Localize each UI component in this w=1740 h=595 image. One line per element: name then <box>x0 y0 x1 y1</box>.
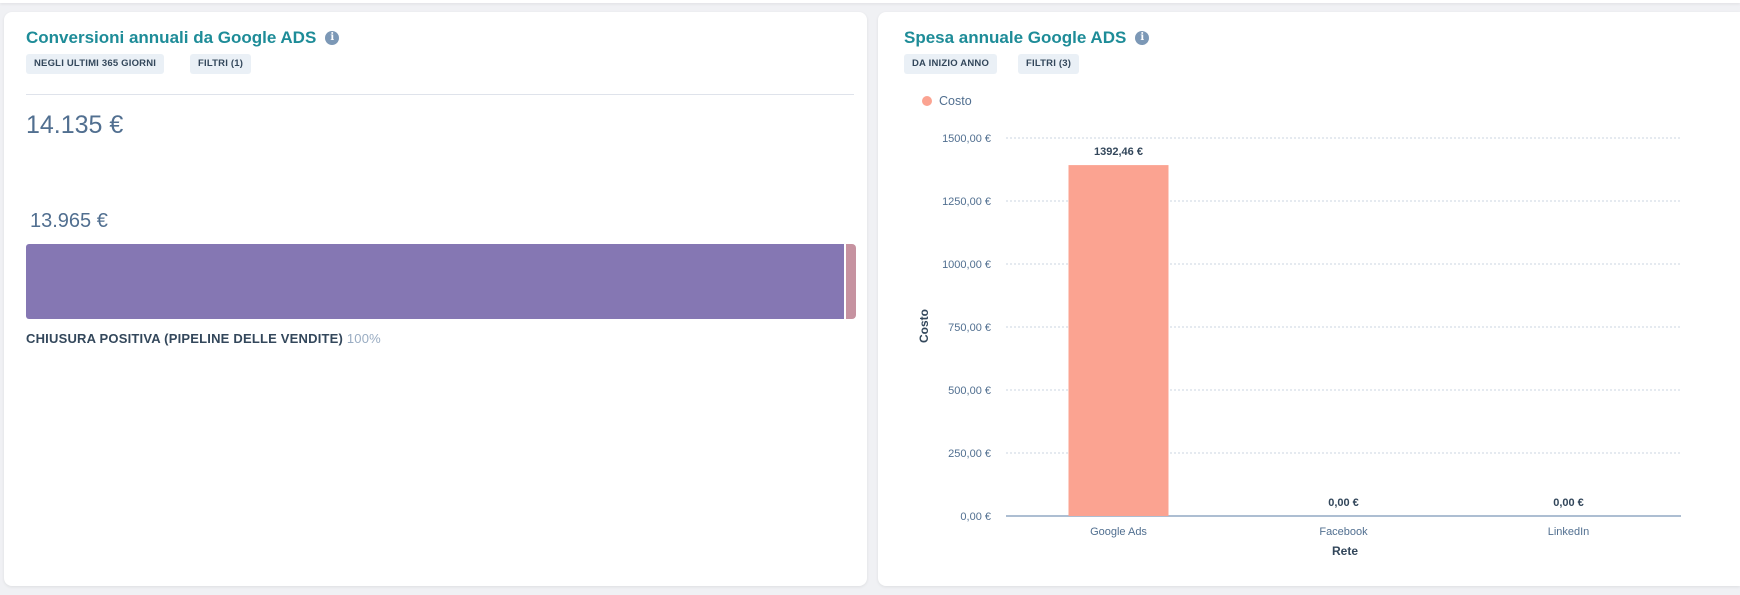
legend-dot-costo <box>922 96 932 106</box>
legend-label: Costo <box>939 94 972 108</box>
conversions-report-card: Conversioni annuali da Google ADS i NEGL… <box>4 12 867 586</box>
filters-chip[interactable]: FILTRI (3) <box>1018 54 1080 74</box>
funnel-stage-bar[interactable] <box>26 244 844 319</box>
data-label: 0,00 € <box>1328 497 1359 509</box>
chart-legend[interactable]: Costo <box>922 94 972 108</box>
y-tick-label: 750,00 € <box>948 322 991 334</box>
x-tick-label: Google Ads <box>1090 526 1147 538</box>
funnel-remainder-bar <box>846 244 856 319</box>
x-tick-label: LinkedIn <box>1548 526 1590 538</box>
total-value: 14.135 € <box>26 111 124 139</box>
stage-percent: 100% <box>346 331 381 346</box>
y-tick-label: 1000,00 € <box>942 259 991 271</box>
stage-value: 13.965 € <box>30 210 108 232</box>
x-axis-label: Rete <box>1332 544 1358 558</box>
filters-chip[interactable]: FILTRI (1) <box>190 54 252 74</box>
stage-name: CHIUSURA POSITIVA (PIPELINE DELLE VENDIT… <box>26 331 344 346</box>
spend-report-card: Spesa annuale Google ADS i DA INIZIO ANN… <box>878 12 1740 586</box>
y-axis-label: Costo <box>917 309 931 343</box>
y-tick-label: 500,00 € <box>948 385 991 397</box>
bar-google-ads[interactable] <box>1068 165 1169 516</box>
data-label: 0,00 € <box>1553 497 1584 509</box>
report-title-text[interactable]: Spesa annuale Google ADS <box>904 28 1127 47</box>
previous-row-edge <box>0 0 1740 3</box>
report-title[interactable]: Conversioni annuali da Google ADS i <box>26 28 340 48</box>
info-icon[interactable]: i <box>1135 31 1150 45</box>
x-tick-label: Facebook <box>1319 526 1368 538</box>
report-title-text[interactable]: Conversioni annuali da Google ADS <box>26 28 317 47</box>
y-tick-label: 250,00 € <box>948 448 991 460</box>
y-tick-label: 0,00 € <box>960 511 991 523</box>
stage-label: CHIUSURA POSITIVA (PIPELINE DELLE VENDIT… <box>26 331 381 346</box>
info-icon[interactable]: i <box>325 31 340 45</box>
y-tick-label: 1500,00 € <box>942 133 991 145</box>
data-label: 1392,46 € <box>1094 146 1143 158</box>
report-title[interactable]: Spesa annuale Google ADS i <box>904 28 1150 48</box>
date-range-chip[interactable]: NEGLI ULTIMI 365 GIORNI <box>26 54 165 74</box>
date-range-chip[interactable]: DA INIZIO ANNO <box>904 54 998 74</box>
bar-chart: 0,00 € 250,00 € 500,00 € 750,00 € 1000,00 € 1… <box>917 133 1681 558</box>
divider <box>26 94 854 95</box>
y-tick-label: 1250,00 € <box>942 196 991 208</box>
